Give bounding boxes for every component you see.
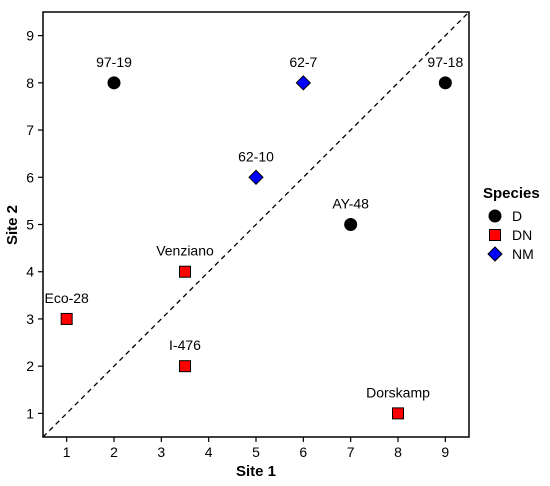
data-point — [107, 76, 121, 90]
legend-marker — [488, 209, 502, 223]
reference-line — [42, 11, 470, 438]
x-tick-label: 1 — [63, 444, 71, 460]
data-point — [248, 169, 264, 185]
legend-title: Species — [483, 185, 540, 202]
x-tick-label: 6 — [299, 444, 307, 460]
x-tick-label: 5 — [252, 444, 260, 460]
data-point — [179, 265, 191, 278]
x-tick-label: 9 — [441, 444, 449, 460]
data-point-label: 62-10 — [238, 148, 274, 164]
y-tick-label: 2 — [26, 358, 34, 374]
y-tick-label: 8 — [26, 75, 34, 91]
legend-marker — [489, 229, 501, 241]
data-point-label: Venziano — [156, 243, 214, 259]
data-point-label: AY-48 — [332, 196, 369, 212]
x-tick-label: 8 — [394, 444, 402, 460]
legend-marker — [487, 246, 503, 262]
legend-entry-label: NM — [512, 246, 534, 262]
x-tick-label: 4 — [205, 444, 213, 460]
data-point-label: 62-7 — [289, 54, 317, 70]
y-tick-label: 1 — [26, 405, 34, 421]
x-axis-title: Site 1 — [236, 463, 276, 480]
data-point — [392, 407, 404, 420]
y-tick-label: 7 — [26, 122, 34, 138]
data-point — [295, 75, 312, 91]
y-tick-label: 5 — [26, 217, 34, 233]
legend-entry-label: D — [512, 208, 522, 224]
y-tick-label: 3 — [26, 311, 34, 327]
data-point-label: Eco-28 — [44, 290, 89, 306]
data-point-label: 97-18 — [427, 54, 463, 70]
plot-area: 1 2 3 4 5 6 7 8 9 1 2 3 4 5 6 7 8 9 97-19 97-18 AY-48 Eco-28 V… — [26, 11, 470, 460]
legend: Species D DN NM — [483, 185, 540, 262]
data-point — [179, 360, 191, 373]
x-tick-label: 7 — [347, 444, 355, 460]
data-point-label: I-476 — [169, 337, 201, 353]
x-tick-label: 3 — [157, 444, 165, 460]
data-point — [344, 218, 358, 231]
x-tick-label: 2 — [110, 444, 118, 460]
data-point — [60, 312, 73, 325]
y-tick-label: 4 — [26, 264, 34, 280]
data-point — [438, 76, 452, 90]
data-point-label: Dorskamp — [366, 384, 430, 400]
y-tick-label: 6 — [26, 169, 34, 185]
y-tick-label: 9 — [26, 28, 34, 44]
data-point-label: 97-19 — [96, 54, 132, 70]
y-axis-title: Site 2 — [4, 205, 21, 245]
legend-entry-label: DN — [512, 227, 532, 243]
